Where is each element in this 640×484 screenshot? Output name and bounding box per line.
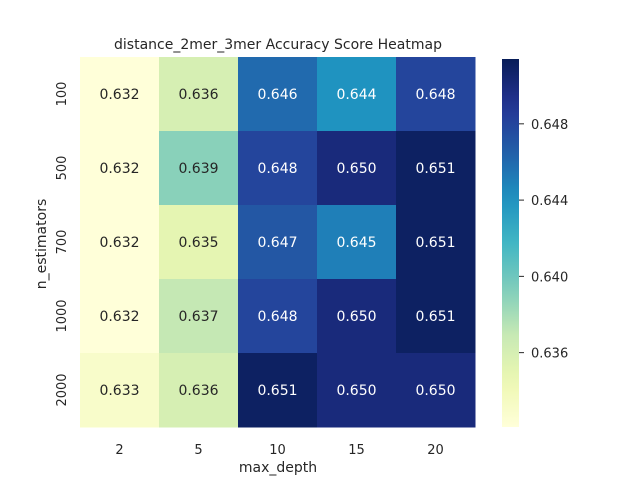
heatmap-cell-r4-c1 — [159, 353, 239, 428]
cell-value-label: 0.632 — [99, 235, 139, 251]
cell-value-label: 0.650 — [336, 161, 376, 177]
heatmap-cell-r2-c0 — [80, 205, 160, 280]
colorbar — [502, 59, 519, 427]
cell-value-label: 0.632 — [99, 161, 139, 177]
heatmap-cell-r1-c4 — [396, 131, 476, 206]
heatmap-cell-r0-c0 — [80, 57, 160, 132]
cell-value-label: 0.648 — [257, 309, 297, 325]
cell-value-label: 0.636 — [178, 383, 218, 399]
y-tick-label: 100 — [55, 82, 70, 107]
heatmap-cell-r3-c3 — [317, 279, 397, 354]
heatmap-cell-r4-c4 — [396, 353, 476, 428]
cell-value-label: 0.637 — [178, 309, 218, 325]
heatmap-cell-r1-c0 — [80, 131, 160, 206]
heatmap-cell-r1-c1 — [159, 131, 239, 206]
cell-value-label: 0.650 — [336, 309, 376, 325]
heatmap-cell-r0-c3 — [317, 57, 397, 132]
cell-value-label: 0.636 — [178, 87, 218, 103]
heatmap-cell-r2-c4 — [396, 205, 476, 280]
colorbar-tick-label: 0.640 — [531, 270, 568, 285]
y-axis-label: n_estimators — [34, 199, 50, 289]
cell-value-label: 0.650 — [336, 383, 376, 399]
heatmap-cell-r4-c0 — [80, 353, 160, 428]
cell-value-label: 0.635 — [178, 235, 218, 251]
y-tick-label: 1000 — [55, 299, 70, 332]
cell-value-label: 0.650 — [415, 383, 455, 399]
cell-value-label: 0.647 — [257, 235, 297, 251]
x-axis-label: max_depth — [239, 460, 317, 476]
heatmap-cell-r3-c2 — [238, 279, 318, 354]
heatmap-cell-labels: 0.632 0.636 0.646 0.644 0.648 0.632 0.639 0.648… — [99, 87, 455, 399]
cell-value-label: 0.651 — [257, 383, 297, 399]
heatmap-cell-r2-c3 — [317, 205, 397, 280]
heatmap-cell-r0-c2 — [238, 57, 318, 132]
x-tick-label: 15 — [348, 443, 365, 458]
cell-value-label: 0.651 — [415, 309, 455, 325]
x-tick-label: 20 — [427, 443, 444, 458]
heatmap-cell-r1-c3 — [317, 131, 397, 206]
cell-value-label: 0.632 — [99, 309, 139, 325]
heatmap-cell-r1-c2 — [238, 131, 318, 206]
heatmap-cell-r3-c4 — [396, 279, 476, 354]
cell-value-label: 0.645 — [336, 235, 376, 251]
heatmap-cell-r3-c0 — [80, 279, 160, 354]
y-tick-label: 700 — [55, 230, 70, 255]
cell-value-label: 0.646 — [257, 87, 297, 103]
colorbar-ticks: 0.636 0.640 0.644 0.648 — [519, 118, 568, 362]
cell-value-label: 0.633 — [99, 383, 139, 399]
cell-value-label: 0.651 — [415, 161, 455, 177]
y-tick-label: 2000 — [55, 373, 70, 406]
chart-title: distance_2mer_3mer Accuracy Score Heatma… — [114, 37, 442, 53]
cell-value-label: 0.639 — [178, 161, 218, 177]
x-axis-ticks: 2 5 10 15 20 — [115, 443, 443, 458]
x-tick-label: 5 — [194, 443, 202, 458]
colorbar-tick-label: 0.644 — [531, 194, 568, 209]
heatmap-cell-r2-c2 — [238, 205, 318, 280]
cell-value-label: 0.651 — [415, 235, 455, 251]
cell-value-label: 0.632 — [99, 87, 139, 103]
heatmap-cell-r3-c1 — [159, 279, 239, 354]
heatmap-cells — [80, 57, 476, 428]
heatmap-cell-r4-c2 — [238, 353, 318, 428]
heatmap-cell-r2-c1 — [159, 205, 239, 280]
cell-value-label: 0.648 — [415, 87, 455, 103]
heatmap-cell-r4-c3 — [317, 353, 397, 428]
colorbar-tick-label: 0.648 — [531, 118, 568, 133]
y-axis-ticks: 100 500 700 1000 2000 — [55, 82, 70, 407]
heatmap-cell-r0-c4 — [396, 57, 476, 132]
y-tick-label: 500 — [55, 156, 70, 181]
x-tick-label: 2 — [115, 443, 123, 458]
colorbar-tick-label: 0.636 — [531, 347, 568, 362]
heatmap-cell-r0-c1 — [159, 57, 239, 132]
cell-value-label: 0.648 — [257, 161, 297, 177]
cell-value-label: 0.644 — [336, 87, 376, 103]
x-tick-label: 10 — [269, 443, 286, 458]
